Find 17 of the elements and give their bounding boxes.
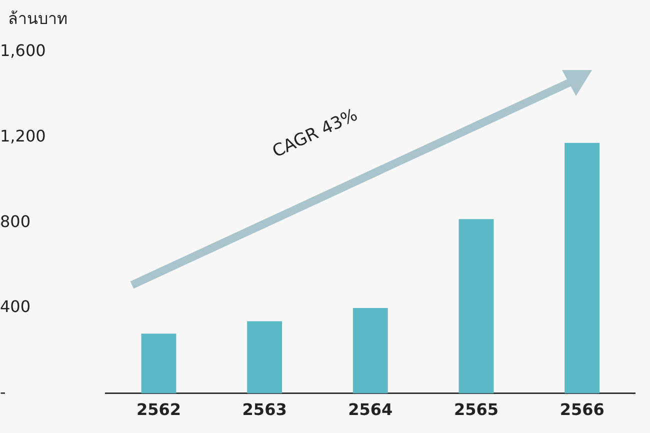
bar bbox=[247, 321, 282, 394]
bar bbox=[352, 308, 388, 394]
bar bbox=[141, 334, 176, 394]
bar bbox=[564, 142, 600, 394]
x-tick-label: 2566 bbox=[560, 400, 604, 420]
x-tick-label: 2565 bbox=[454, 400, 499, 420]
y-tick-label: - bbox=[0, 382, 6, 402]
bar bbox=[458, 219, 494, 394]
y-axis-title: ล้านบาท bbox=[8, 8, 68, 30]
x-tick-label: 2562 bbox=[136, 400, 181, 420]
y-tick-label: 800 bbox=[0, 212, 31, 231]
y-tick-label: 1,200 bbox=[0, 126, 46, 146]
x-tick-label: 2563 bbox=[242, 400, 287, 420]
annotation: CAGR 43% bbox=[270, 105, 361, 162]
y-tick-label: 400 bbox=[0, 297, 31, 316]
y-tick-label: 1,600 bbox=[0, 41, 46, 60]
x-tick-label: 2564 bbox=[348, 400, 393, 420]
